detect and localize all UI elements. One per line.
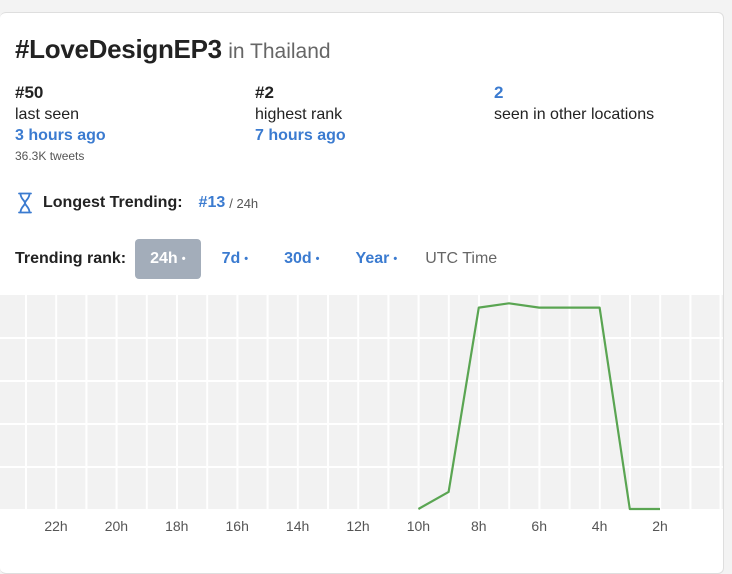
x-tick-label: 6h [531,518,547,534]
utc-time-toggle[interactable]: UTC Time [425,250,498,267]
trending-rank-chart: 22h 20h 18h 16h 14h 12h 10h 8h 6h 4h 2h [0,295,723,534]
stat-highest-rank: #2 highest rank 7 hours ago [255,83,346,146]
longest-trending-label: Longest Trending: [43,194,183,211]
chart-x-axis: 22h 20h 18h 16h 14h 12h 10h 8h 6h 4h 2h [44,518,667,534]
hashtag-title: #LoveDesignEP3 [15,34,222,64]
page-title: #LoveDesignEP3 in Thailand [15,34,331,65]
range-tab-24h[interactable]: 24h • [135,239,201,279]
location-label: in Thailand [228,40,331,63]
x-tick-label: 22h [44,518,67,534]
last-seen-label: last seen [15,106,80,123]
stat-last-seen: #50 last seen 3 hours ago 36.3K tweets [15,83,106,163]
x-tick-label: 12h [346,518,369,534]
stat-other-locations: 2 seen in other locations [494,83,654,126]
range-tab-7d[interactable]: 7d • [221,250,249,267]
x-tick-label: 8h [471,518,487,534]
highest-rank-time-link[interactable]: 7 hours ago [255,127,346,144]
range-tab-30d[interactable]: 30d • [284,250,320,267]
x-tick-label: 18h [165,518,188,534]
range-tab-year[interactable]: Year • [355,250,398,267]
longest-trending: Longest Trending: #13 / 24h [17,192,258,214]
longest-trending-period: / 24h [229,195,259,211]
x-tick-label: 20h [105,518,128,534]
tweet-count: 36.3K tweets [15,149,85,163]
x-tick-label: 2h [652,518,668,534]
chart-grid [0,295,723,509]
trending-rank-label: Trending rank: [15,250,127,267]
other-locations-count-link[interactable]: 2 [494,83,504,102]
highest-rank-label: highest rank [255,106,343,123]
hourglass-icon [18,192,32,214]
last-seen-rank: #50 [15,83,44,102]
x-tick-label: 14h [286,518,309,534]
trending-rank-controls: Trending rank: 24h • 7d • 30d • Year • UTC T… [15,239,497,279]
x-tick-label: 4h [592,518,608,534]
longest-trending-rank-link[interactable]: #13 [198,194,226,211]
last-seen-time-link[interactable]: 3 hours ago [15,127,106,144]
rank-series-line [417,302,660,511]
highest-rank-value: #2 [255,83,274,102]
other-locations-label: seen in other locations [494,106,655,123]
x-tick-label: 10h [407,518,430,534]
x-tick-label: 16h [226,518,249,534]
